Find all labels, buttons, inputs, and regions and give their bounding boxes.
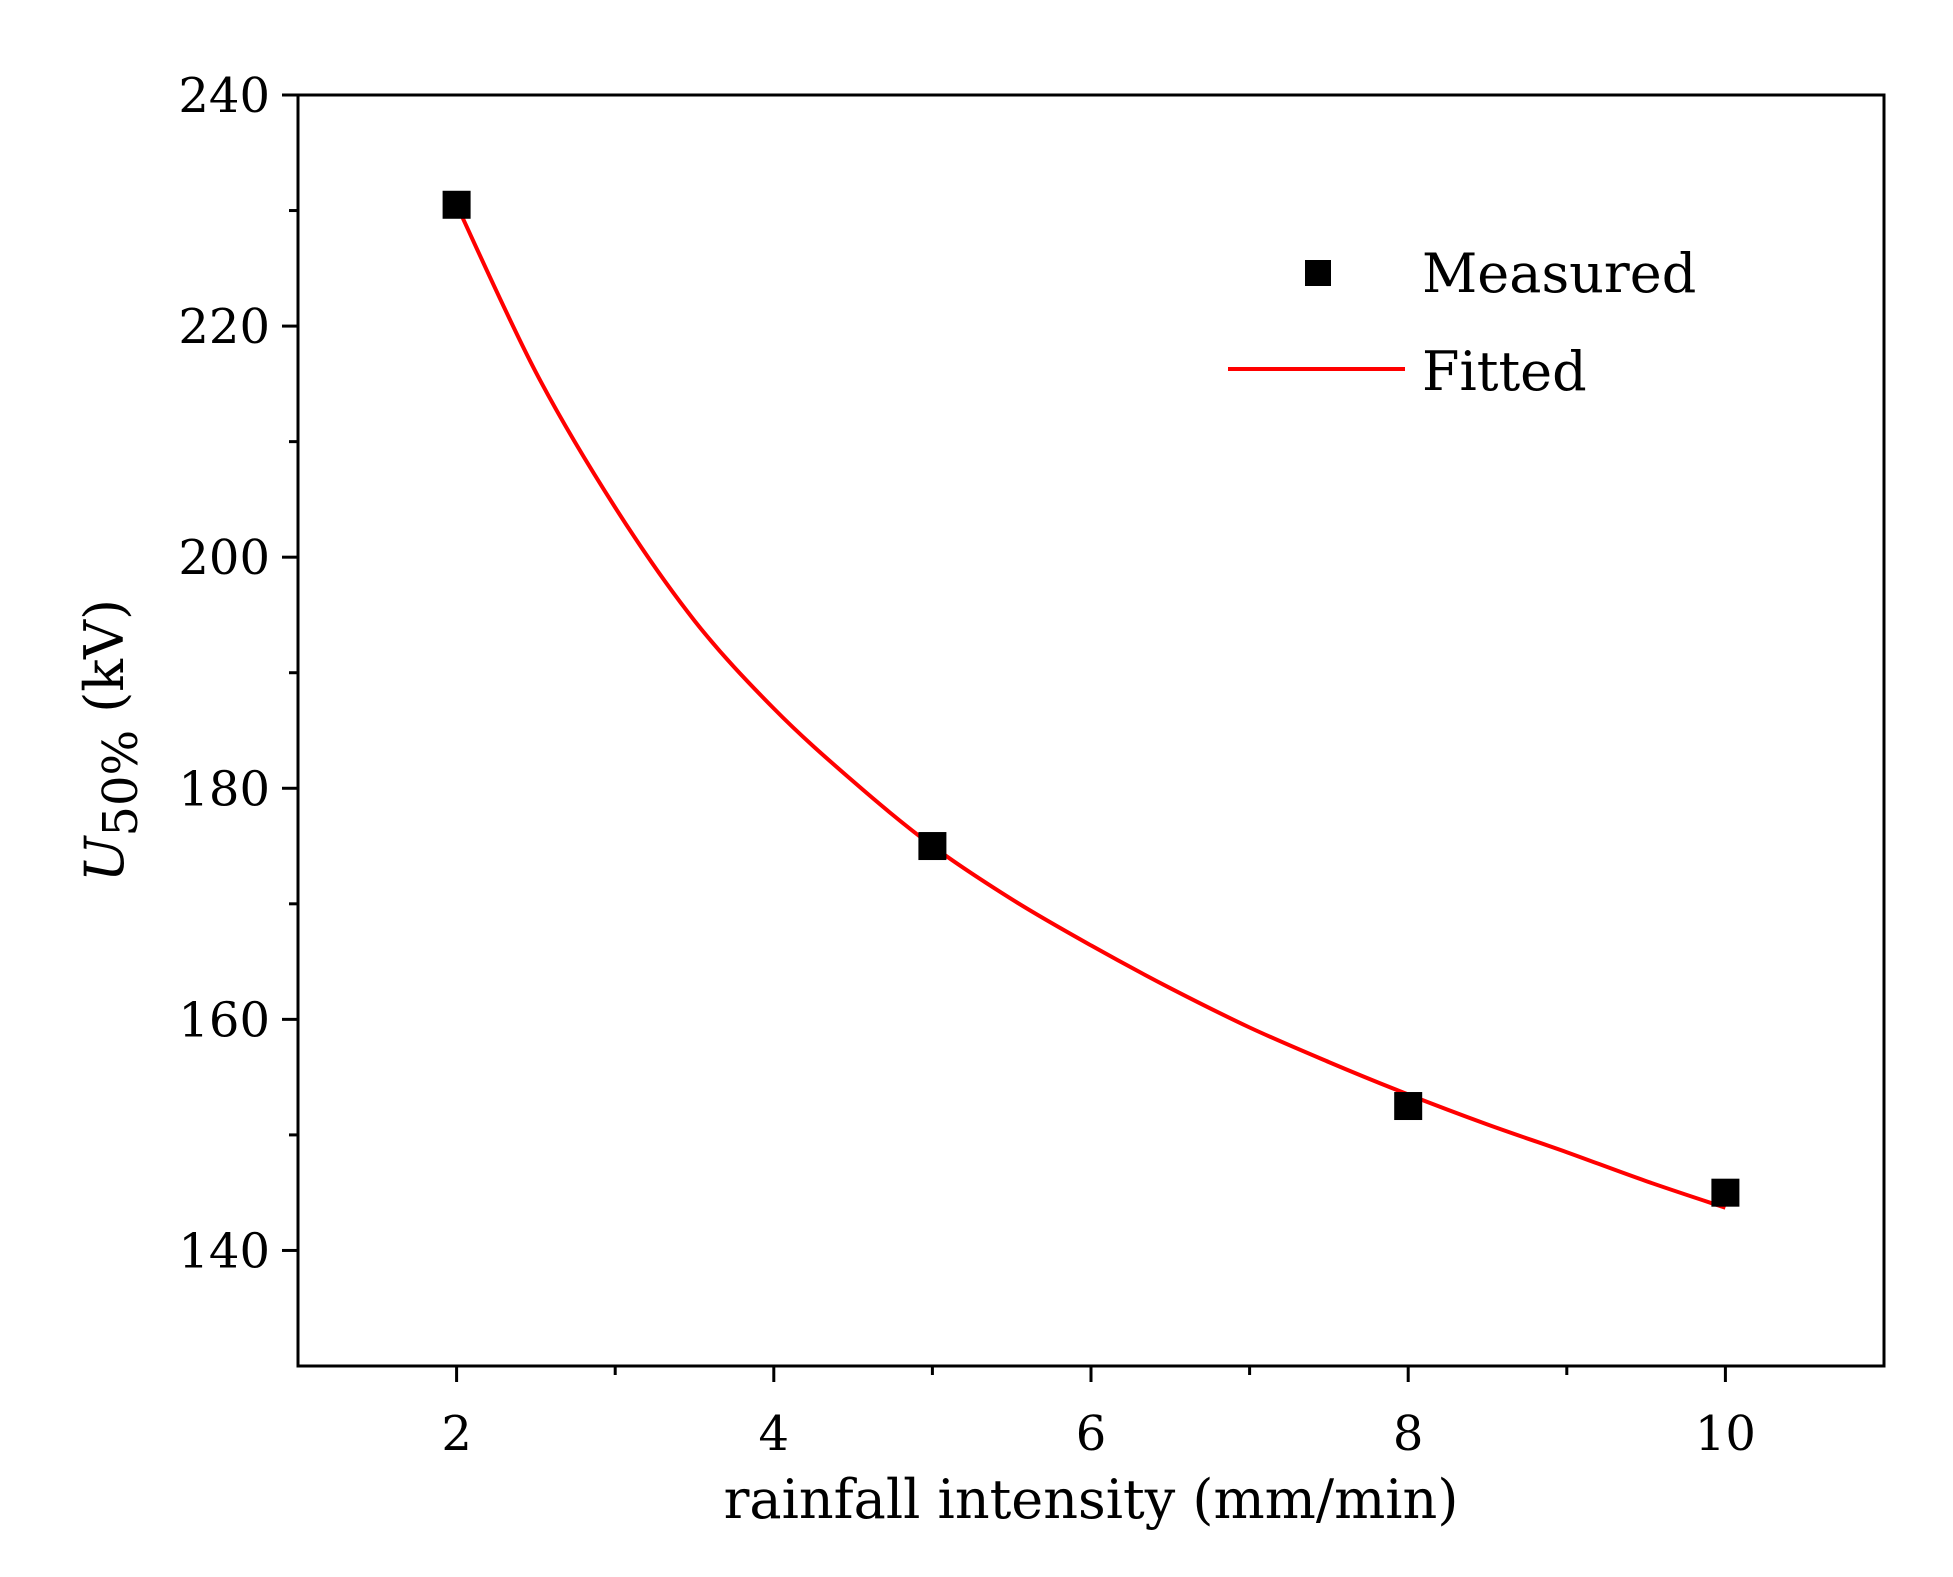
y-tick-label: 200 — [178, 530, 270, 586]
y-tick-label: 220 — [178, 299, 270, 355]
major-tick-group — [282, 93, 1727, 1382]
plot-frame — [296, 93, 1886, 1368]
y-axis-symbol: U — [73, 835, 136, 882]
x-tick-label: 4 — [759, 1406, 790, 1462]
x-tick-label: 2 — [441, 1406, 472, 1462]
minor-tick-group — [289, 209, 1569, 1375]
x-axis-title: rainfall intensity (mm/min) — [724, 1468, 1459, 1531]
y-axis-title: U50% (kV) — [73, 599, 149, 882]
measured-point — [1711, 1178, 1740, 1207]
y-axis-unit: (kV) — [73, 599, 136, 730]
x-tick-label: 10 — [1695, 1406, 1756, 1462]
measured-point — [1394, 1092, 1423, 1121]
y-tick-label: 140 — [178, 1223, 270, 1279]
y-axis-subscript: 50% — [93, 730, 149, 837]
measured-point — [918, 832, 947, 861]
legend-label-fitted: Fitted — [1422, 340, 1587, 403]
measured-point — [442, 190, 471, 219]
legend-label-measured: Measured — [1422, 242, 1696, 305]
x-tick-label: 6 — [1076, 1406, 1107, 1462]
series-group — [442, 190, 1740, 1210]
legend: Measured Fitted — [1228, 242, 1696, 403]
y-tick-label: 180 — [178, 761, 270, 817]
y-tick-label: 240 — [178, 68, 270, 124]
tick-label-group: 2 4 6 8 10 140 160 180 200 220 240 — [178, 68, 1756, 1462]
legend-marker-measured — [1305, 260, 1331, 286]
fitted-curve — [454, 203, 1727, 1210]
x-tick-label: 8 — [1393, 1406, 1424, 1462]
y-tick-label: 160 — [178, 992, 270, 1048]
